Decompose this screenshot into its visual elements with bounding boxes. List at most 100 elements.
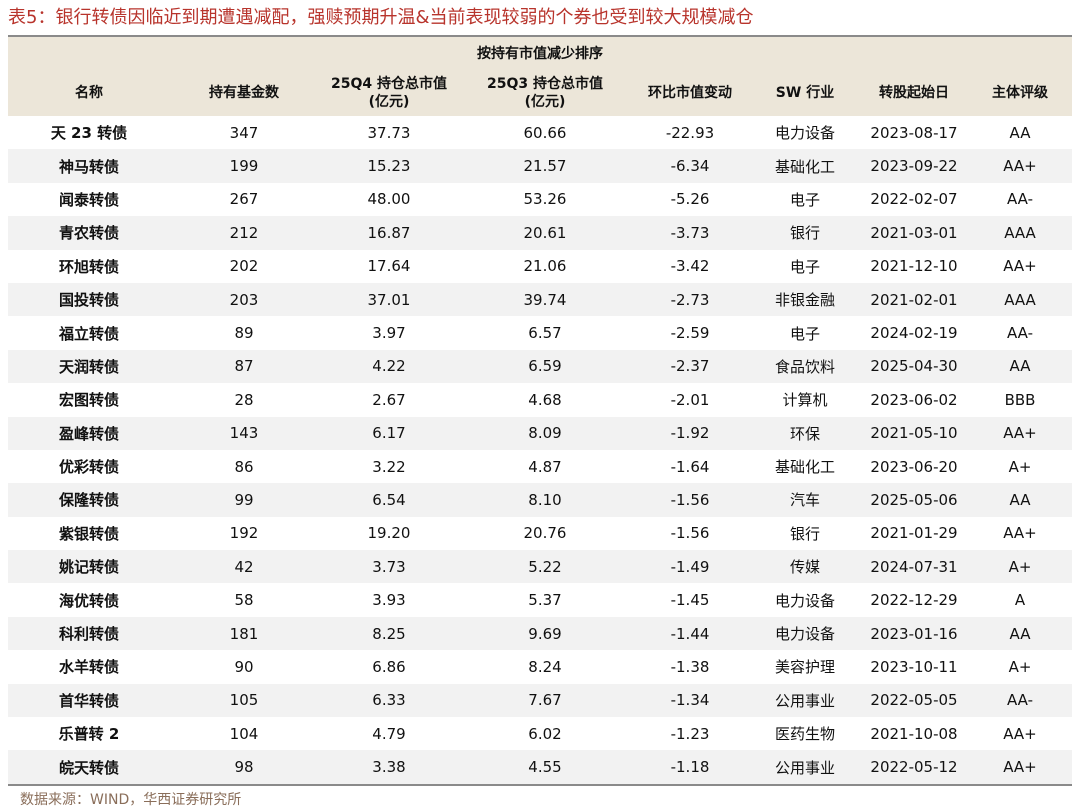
table-cell: 美容护理 (774, 658, 835, 677)
table-row: 盈峰转债 143 6.17 8.09 -1.92 环保 2021-05-10 AA+ (8, 416, 1072, 450)
table-cell: 6.02 (528, 724, 562, 743)
table-title: 表5：银行转债因临近到期遭遇减配，强赎预期升温&当前表现较弱的个券也受到较大规模… (8, 7, 754, 28)
table-cell: 2022-05-12 (860, 750, 968, 786)
table-cell: 3.38 (318, 750, 460, 786)
table-cell: 电子 (789, 324, 820, 343)
table-cell: 非银金融 (750, 282, 860, 317)
table-cell: 17.64 (367, 257, 411, 276)
table-row: 水羊转债 90 6.86 8.24 -1.38 美容护理 2023-10-11 A+ (8, 650, 1072, 683)
table-cell: A (1014, 591, 1026, 610)
table-cell: 9.69 (460, 616, 630, 651)
column-header: 25Q4 持仓总市值 (亿元) (318, 69, 460, 116)
table-cell: -2.01 (670, 390, 710, 409)
table-cell: 保隆转债 (8, 483, 170, 517)
table-cell: -22.93 (665, 123, 715, 142)
table-cell: 4.55 (460, 750, 630, 786)
table-cell: 2021-12-10 (870, 257, 958, 276)
table-cell: 2023-09-22 (860, 149, 968, 183)
table-cell: 汽车 (750, 483, 860, 517)
table-cell: -5.26 (670, 190, 710, 209)
column-headers: 名称 持有基金数 25Q4 持仓总市值 (亿元) 25Q3 持仓总市值 (亿元) 环比市… (8, 69, 1072, 116)
table-cell: 2023-08-17 (870, 123, 958, 142)
table-cell: 海优转债 (58, 591, 119, 610)
table-cell: 基础化工 (774, 458, 835, 477)
table-cell: -1.23 (670, 724, 710, 743)
table-cell: 267 (229, 190, 259, 209)
table-cell: 58 (234, 591, 254, 610)
table-cell: 姚记转债 (8, 550, 170, 584)
table-cell: 199 (170, 149, 318, 183)
table-cell: 2024-02-19 (870, 324, 958, 343)
group-header: 按持有市值减少排序 (8, 35, 1072, 69)
table-cell: 公用事业 (750, 750, 860, 786)
table-cell: 6.54 (318, 483, 460, 517)
table-cell: 37.73 (367, 123, 411, 142)
table-row: 天 23 转债 347 37.73 60.66 -22.93 电力设备 2023-08-17… (8, 116, 1072, 149)
table-cell: 20.61 (460, 216, 630, 250)
table-cell: 3.93 (372, 591, 406, 610)
table-cell: 电力设备 (774, 591, 835, 610)
data-table: 按持有市值减少排序 名称 持有基金数 25Q4 持仓总市值 (亿元) 25Q3 持仓总… (8, 35, 1072, 786)
table-cell: 4.68 (528, 390, 562, 409)
table-cell: 98 (170, 750, 318, 786)
table-cell: 环旭转债 (58, 257, 119, 276)
table-cell: 37.01 (318, 282, 460, 317)
table-cell: 2022-12-29 (870, 591, 958, 610)
table-cell: 2023-06-20 (870, 457, 958, 476)
table-cell: 21.06 (523, 257, 567, 276)
table-cell: AA+ (968, 149, 1072, 183)
table-cell: 紫银转债 (58, 524, 119, 543)
table-cell: 电力设备 (774, 124, 835, 143)
table-cell: -1.18 (630, 750, 750, 786)
table-cell: 医药生物 (774, 725, 835, 744)
table-row: 神马转债 199 15.23 21.57 -6.34 基础化工 2023-09-22 AA+ (8, 149, 1072, 183)
table-cell: -6.34 (630, 149, 750, 183)
table-cell: 2022-05-05 (860, 683, 968, 718)
table-cell: 青农转债 (8, 216, 170, 250)
table-cell: 2021-10-08 (870, 724, 958, 743)
table-cell: 6.86 (372, 657, 406, 676)
table-cell: 2023-10-11 (870, 657, 958, 676)
table-cell: 21.57 (460, 149, 630, 183)
table-cell: 181 (170, 616, 318, 651)
table-cell: 皖天转债 (8, 750, 170, 786)
table-cell: AA (968, 349, 1072, 384)
table-row: 皖天转债 98 3.38 4.55 -1.18 公用事业 2022-05-12 AA+ (8, 750, 1072, 786)
table-cell: AA (1009, 123, 1031, 142)
table-cell: -1.56 (630, 483, 750, 517)
column-header: 25Q3 持仓总市值 (亿元) (460, 69, 630, 116)
table-row: 闻泰转债 267 48.00 53.26 -5.26 电子 2022-02-07 AA- (8, 183, 1072, 216)
table-cell: 银行 (750, 216, 860, 250)
table-cell: 首华转债 (8, 683, 170, 718)
table-cell: 192 (229, 524, 259, 543)
table-cell: 5.22 (460, 550, 630, 584)
table-row: 天润转债 87 4.22 6.59 -2.37 食品饮料 2025-04-30 AA (8, 349, 1072, 384)
table-cell: AAA (968, 216, 1072, 250)
table-cell: 2021-01-29 (870, 524, 958, 543)
table-cell: 202 (229, 257, 259, 276)
table-cell: 86 (234, 457, 254, 476)
table-cell: A+ (1008, 457, 1032, 476)
table-cell: 2.67 (372, 390, 406, 409)
table-cell: 电力设备 (750, 616, 860, 651)
table-cell: 环保 (750, 416, 860, 450)
table-cell: 5.37 (528, 591, 562, 610)
column-header: 转股起始日 (860, 69, 968, 116)
table-cell: 347 (229, 123, 259, 142)
table-cell: 8.24 (528, 657, 562, 676)
table-cell: 87 (170, 349, 318, 384)
table-cell: 天润转债 (8, 349, 170, 384)
table-cell: -3.73 (630, 216, 750, 250)
table-cell: -1.44 (630, 616, 750, 651)
table-cell: 福立转债 (58, 324, 119, 343)
table-cell: 2021-03-01 (860, 216, 968, 250)
table-cell: 2023-01-16 (860, 616, 968, 651)
table-cell: 计算机 (782, 391, 828, 410)
table-cell: 60.66 (523, 123, 567, 142)
table-cell: 乐普转 2 (58, 725, 120, 744)
table-row: 保隆转债 99 6.54 8.10 -1.56 汽车 2025-05-06 AA (8, 483, 1072, 517)
table-row: 优彩转债 86 3.22 4.87 -1.64 基础化工 2023-06-20 A+ (8, 450, 1072, 483)
table-cell: 闻泰转债 (58, 190, 119, 209)
table-cell: 2025-05-06 (860, 483, 968, 517)
table-cell: -2.37 (630, 349, 750, 384)
